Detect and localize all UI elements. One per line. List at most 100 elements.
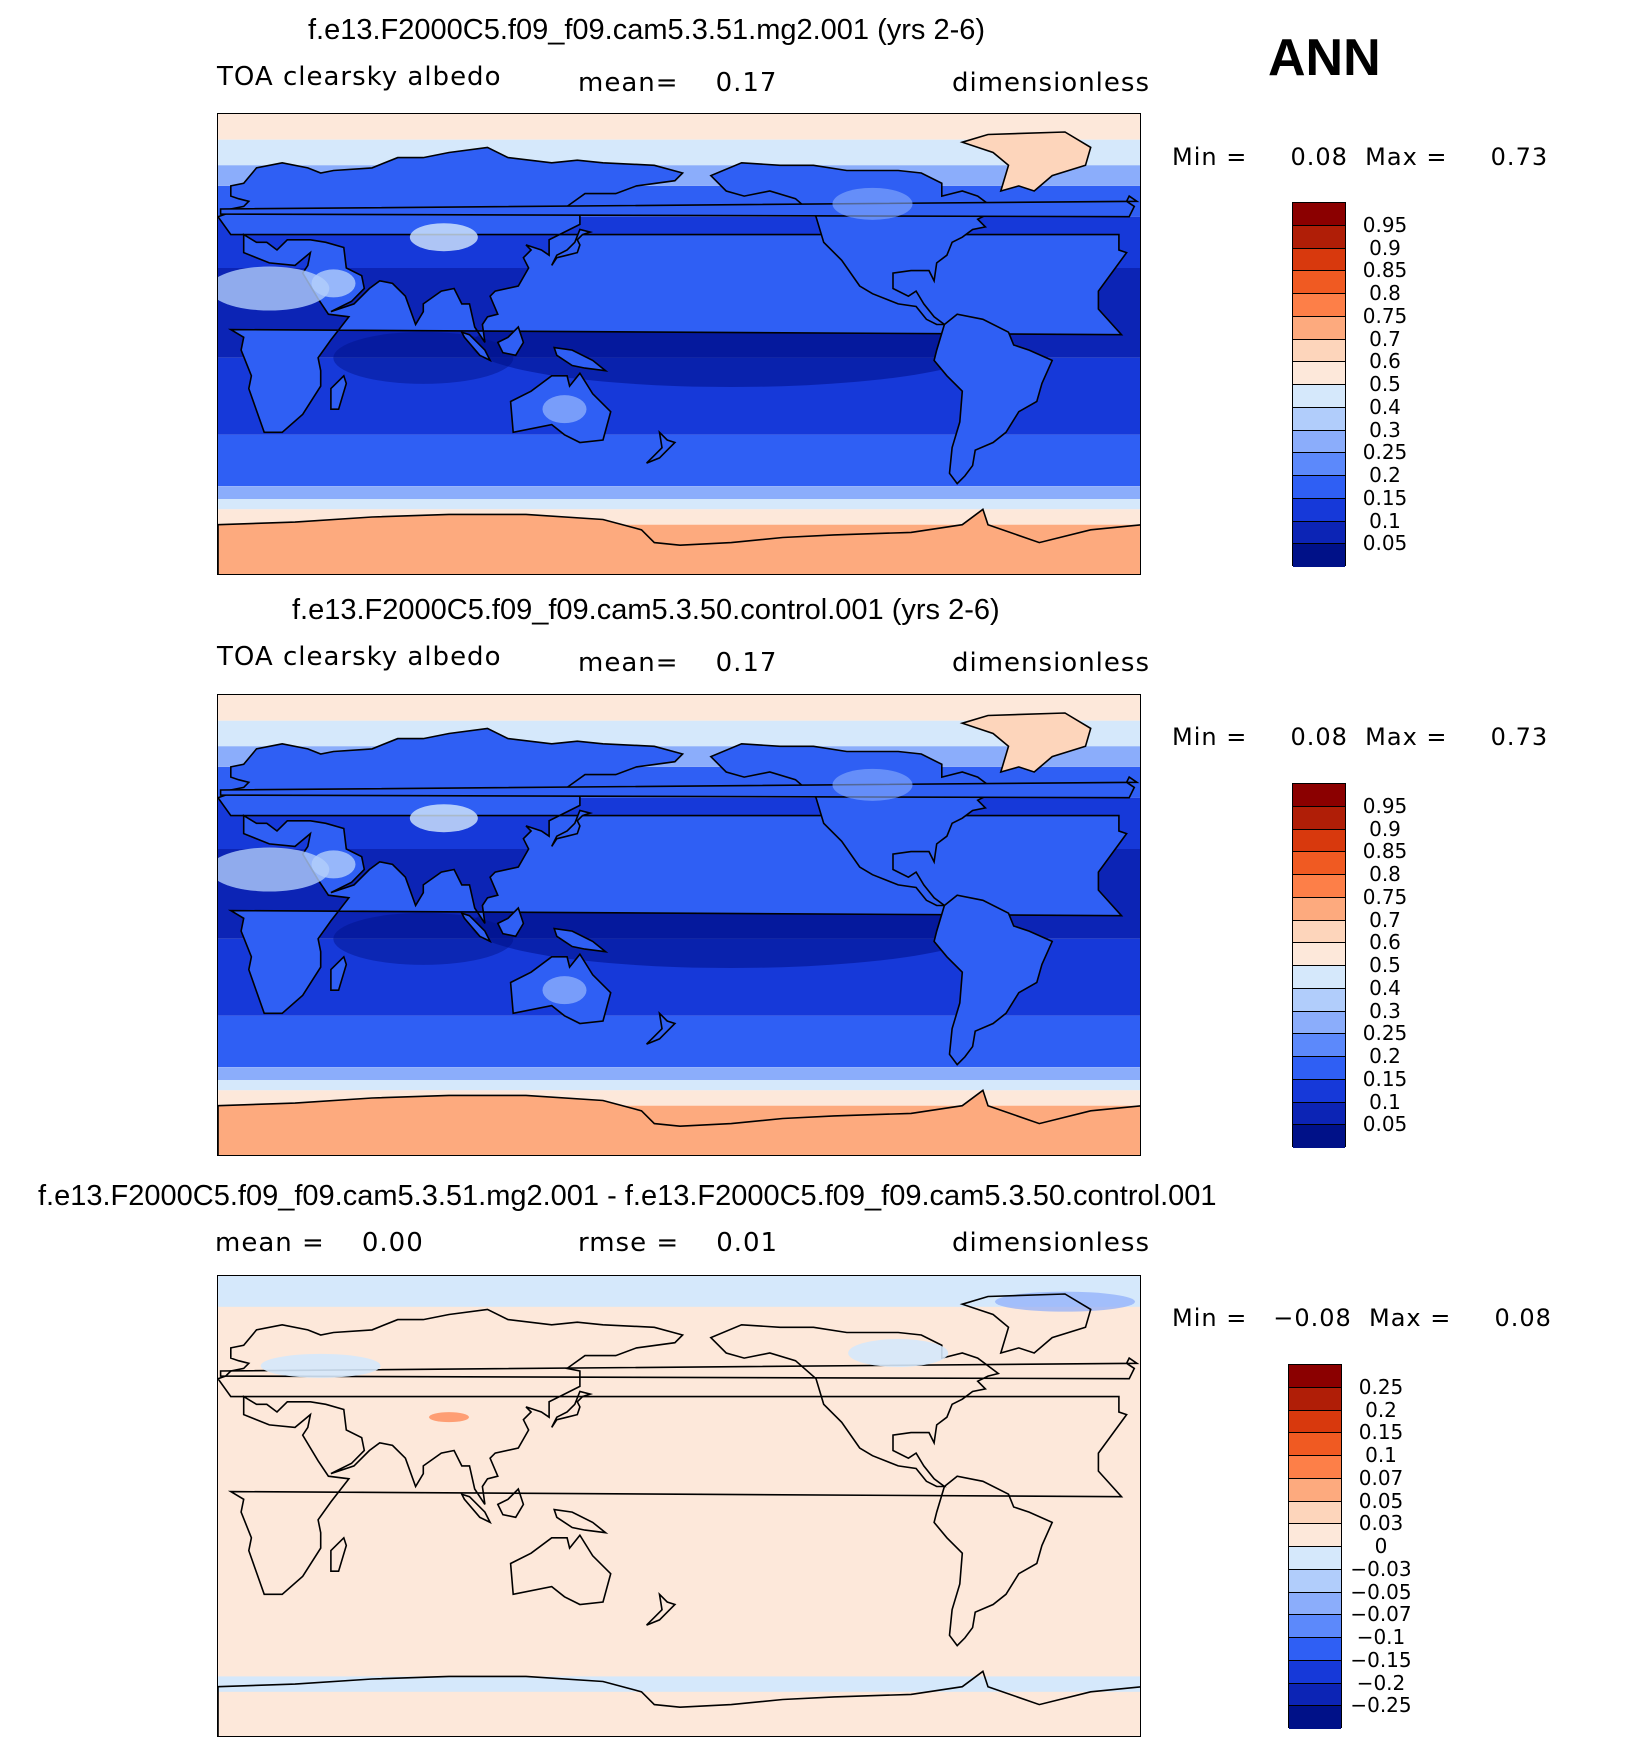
colorbar-swatch xyxy=(1289,1569,1341,1593)
colorbar-swatch xyxy=(1293,271,1345,294)
colorbar-tick-label: 0.1 xyxy=(1365,1443,1397,1467)
season-label: ANN xyxy=(1268,29,1381,87)
colorbar-swatch xyxy=(1293,294,1345,317)
panel-2-variable-label: TOA clearsky albedo xyxy=(217,642,502,672)
panel-3-min-max: Min = −0.08 Max = 0.08 xyxy=(1172,1304,1552,1332)
panel-1-mean: mean= 0.17 xyxy=(578,68,778,98)
colorbar-tick-label: 0.3 xyxy=(1369,417,1401,442)
colorbar-swatch xyxy=(1289,1365,1341,1388)
colorbar-tick-label: 0 xyxy=(1374,1534,1388,1558)
panel-2-units: dimensionless xyxy=(952,648,1150,678)
colorbar-tick-label: −0.25 xyxy=(1350,1693,1412,1718)
panel-3-mean: mean = 0.00 xyxy=(215,1228,424,1258)
colorbar-swatch xyxy=(1289,1501,1341,1525)
panel-2-map xyxy=(217,694,1141,1156)
colorbar-swatch xyxy=(1293,248,1345,272)
colorbar-tick-label: 0.1 xyxy=(1369,508,1401,533)
panel-1-variable-label: TOA clearsky albedo xyxy=(217,62,502,92)
colorbar-tick-label: 0.25 xyxy=(1362,1021,1408,1046)
colorbar-swatch xyxy=(1293,1079,1345,1103)
colorbar-tick-label: −0.07 xyxy=(1350,1602,1412,1627)
colorbar-swatch xyxy=(1293,521,1345,545)
colorbar-tick-label: 0.15 xyxy=(1362,1066,1408,1091)
colorbar-tick-label: 0.03 xyxy=(1358,1511,1404,1536)
colorbar-swatch xyxy=(1289,1615,1341,1638)
colorbar-tick-label: 0.07 xyxy=(1358,1465,1404,1490)
colorbar-swatch xyxy=(1289,1478,1341,1502)
colorbar-tick-label: 0.4 xyxy=(1369,394,1401,419)
colorbar-tick-label: 0.8 xyxy=(1369,281,1401,305)
colorbar-swatch xyxy=(1293,897,1345,921)
panel-2-min-max: Min = 0.08 Max = 0.73 xyxy=(1172,723,1549,751)
colorbar-swatch xyxy=(1293,316,1345,340)
colorbar-swatch xyxy=(1293,784,1345,807)
colorbar-tick-label: 0.5 xyxy=(1369,372,1401,396)
panel-1-min-max: Min = 0.08 Max = 0.73 xyxy=(1172,143,1549,171)
colorbar-tick-label: 0.75 xyxy=(1362,884,1408,909)
colorbar-swatch xyxy=(1293,875,1345,898)
colorbar-swatch xyxy=(1293,476,1345,499)
panel-1-units: dimensionless xyxy=(952,68,1150,98)
colorbar-swatch xyxy=(1293,943,1345,966)
colorbar-tick-label: 0.6 xyxy=(1369,930,1401,955)
panel-2-colorbar xyxy=(1292,783,1346,1148)
colorbar-tick-label: 0.15 xyxy=(1358,1420,1404,1445)
colorbar-tick-label: 0.05 xyxy=(1362,531,1408,556)
colorbar-tick-label: 0.1 xyxy=(1369,1089,1401,1114)
colorbar-tick-label: 0.05 xyxy=(1362,1112,1408,1137)
colorbar-swatch xyxy=(1293,203,1345,226)
colorbar-tick-label: 0.9 xyxy=(1369,816,1401,841)
colorbar-tick-label: 0.2 xyxy=(1369,463,1401,487)
colorbar-tick-label: −0.05 xyxy=(1350,1579,1412,1604)
colorbar-tick-label: 0.8 xyxy=(1369,862,1401,886)
colorbar-swatch xyxy=(1293,225,1345,249)
colorbar-swatch xyxy=(1293,988,1345,1012)
colorbar-swatch xyxy=(1289,1524,1341,1547)
panel-3-title: f.e13.F2000C5.f09_f09.cam5.3.51.mg2.001 … xyxy=(38,1180,1217,1212)
panel-1-colorbar xyxy=(1292,202,1346,567)
colorbar-tick-label: 0.3 xyxy=(1369,998,1401,1023)
colorbar-swatch xyxy=(1293,1125,1345,1148)
colorbar-tick-label: 0.25 xyxy=(1358,1374,1404,1399)
colorbar-tick-label: 0.4 xyxy=(1369,975,1401,1000)
colorbar-swatch xyxy=(1289,1683,1341,1707)
colorbar-swatch xyxy=(1293,852,1345,875)
colorbar-tick-label: 0.95 xyxy=(1362,793,1408,818)
colorbar-swatch xyxy=(1293,1057,1345,1080)
colorbar-swatch xyxy=(1293,829,1345,853)
colorbar-swatch xyxy=(1293,339,1345,363)
colorbar-tick-label: 0.7 xyxy=(1369,907,1401,932)
colorbar-swatch xyxy=(1293,498,1345,522)
panel-2-mean: mean= 0.17 xyxy=(578,648,778,678)
colorbar-swatch xyxy=(1293,1102,1345,1126)
colorbar-swatch xyxy=(1289,1410,1341,1434)
colorbar-tick-label: −0.2 xyxy=(1356,1670,1406,1695)
panel-1-title: f.e13.F2000C5.f09_f09.cam5.3.51.mg2.001 … xyxy=(308,14,986,46)
colorbar-tick-label: −0.15 xyxy=(1350,1647,1412,1672)
colorbar-swatch xyxy=(1289,1433,1341,1456)
colorbar-swatch xyxy=(1293,920,1345,944)
colorbar-tick-label: 0.2 xyxy=(1369,1044,1401,1068)
colorbar-swatch xyxy=(1289,1456,1341,1479)
colorbar-swatch xyxy=(1293,362,1345,385)
colorbar-tick-label: 0.6 xyxy=(1369,349,1401,374)
panel-3-units: dimensionless xyxy=(952,1228,1150,1258)
colorbar-swatch xyxy=(1293,407,1345,431)
colorbar-tick-label: 0.2 xyxy=(1365,1397,1397,1422)
colorbar-swatch xyxy=(1293,544,1345,567)
colorbar-tick-label: 0.85 xyxy=(1362,258,1408,283)
panel-2-title: f.e13.F2000C5.f09_f09.cam5.3.50.control.… xyxy=(292,594,1000,626)
panel-3-colorbar xyxy=(1288,1364,1342,1729)
colorbar-swatch xyxy=(1289,1660,1341,1684)
colorbar-tick-label: 0.05 xyxy=(1358,1488,1404,1513)
colorbar-swatch xyxy=(1293,1011,1345,1035)
colorbar-swatch xyxy=(1293,806,1345,830)
colorbar-swatch xyxy=(1293,966,1345,989)
colorbar-tick-label: 0.15 xyxy=(1362,485,1408,510)
colorbar-swatch xyxy=(1293,385,1345,408)
colorbar-swatch xyxy=(1289,1547,1341,1570)
colorbar-swatch xyxy=(1293,430,1345,454)
colorbar-swatch xyxy=(1289,1706,1341,1729)
colorbar-swatch xyxy=(1293,1034,1345,1057)
colorbar-tick-label: 0.75 xyxy=(1362,303,1408,328)
